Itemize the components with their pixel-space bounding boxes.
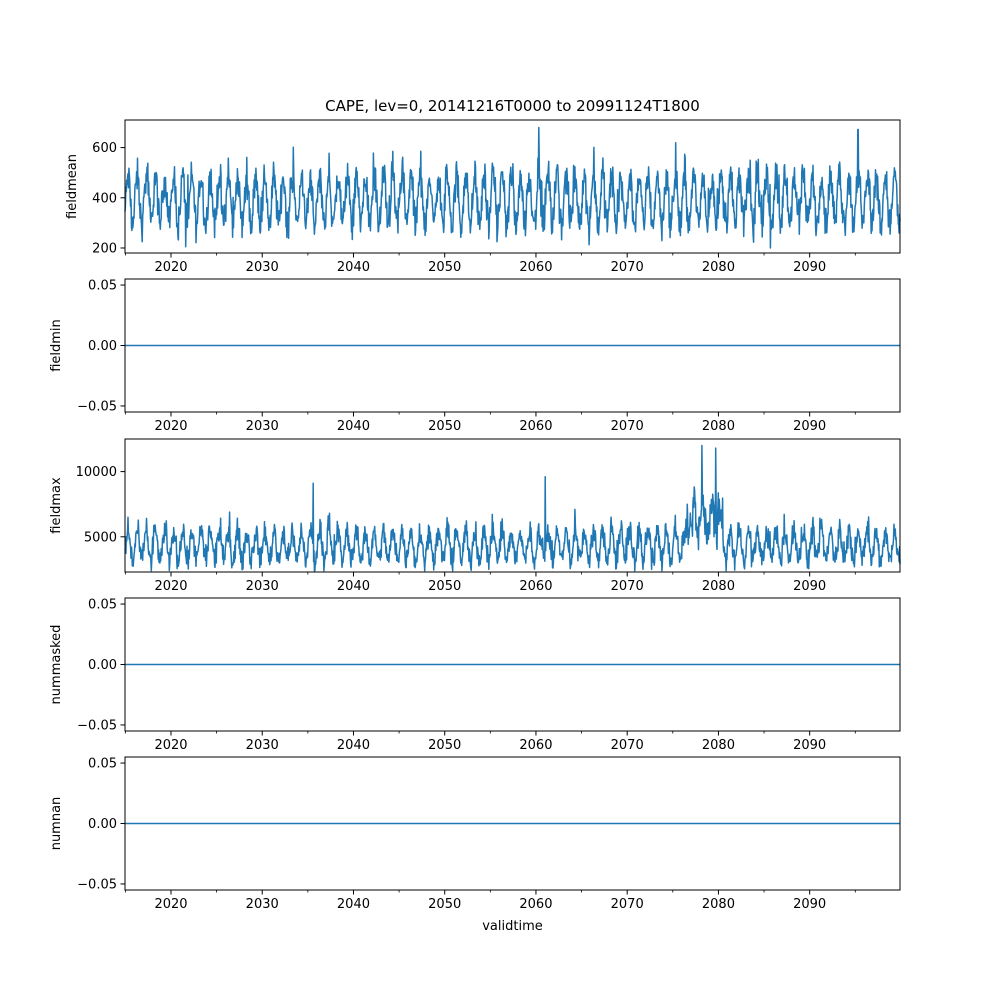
x-tick-label: 2090 bbox=[793, 738, 826, 753]
x-tick-label: 2060 bbox=[519, 738, 552, 753]
y-tick-label: 0.00 bbox=[88, 339, 117, 354]
panel-numnan: 2020 2030 2040 2050 2060 2070 2080 2090 −0.05 0.0… bbox=[49, 756, 901, 912]
x-tick-label: 2090 bbox=[793, 897, 826, 912]
y-tick-label: 0.05 bbox=[88, 598, 117, 613]
x-tick-label: 2040 bbox=[337, 738, 370, 753]
series-line-fieldmax bbox=[124, 444, 901, 572]
y-tick-label: 200 bbox=[92, 241, 117, 256]
x-axis-label: validtime bbox=[482, 919, 543, 934]
x-tick-label: 2020 bbox=[154, 579, 187, 594]
x-tick-label: 2080 bbox=[702, 897, 735, 912]
axes-frame-fieldmean bbox=[124, 119, 901, 254]
x-tick-label: 2030 bbox=[246, 738, 279, 753]
y-tick-label: 0.05 bbox=[88, 757, 117, 772]
panel-fieldmin: 2020 2030 2040 2050 2060 2070 2080 2090 −0.05 0.0… bbox=[49, 278, 901, 434]
x-tick-label: 2050 bbox=[428, 419, 461, 434]
y-axis-label-numnan: numnan bbox=[49, 797, 64, 851]
y-tick-label: 400 bbox=[92, 191, 117, 206]
x-tick-label: 2050 bbox=[428, 579, 461, 594]
x-tick-label: 2030 bbox=[246, 897, 279, 912]
y-axis-label-fieldmin: fieldmin bbox=[49, 319, 64, 372]
y-tick-label: −0.05 bbox=[77, 399, 117, 414]
x-tick-label: 2060 bbox=[519, 579, 552, 594]
x-tick-label: 2070 bbox=[611, 897, 644, 912]
x-tick-label: 2070 bbox=[611, 260, 644, 275]
x-tick-label: 2060 bbox=[519, 897, 552, 912]
x-tick-label: 2040 bbox=[337, 260, 370, 275]
x-tick-label: 2060 bbox=[519, 260, 552, 275]
x-tick-label: 2040 bbox=[337, 579, 370, 594]
x-tick-label: 2020 bbox=[154, 419, 187, 434]
y-axis-label-fieldmean: fieldmean bbox=[65, 154, 80, 219]
x-tick-label: 2080 bbox=[702, 579, 735, 594]
x-tick-label: 2030 bbox=[246, 579, 279, 594]
x-tick-label: 2040 bbox=[337, 419, 370, 434]
x-tick-label: 2050 bbox=[428, 260, 461, 275]
x-tick-label: 2020 bbox=[154, 738, 187, 753]
x-tick-label: 2070 bbox=[611, 579, 644, 594]
y-tick-label: −0.05 bbox=[77, 718, 117, 733]
x-tick-label: 2090 bbox=[793, 260, 826, 275]
panel-fieldmean: 2020 2030 2040 2050 2060 2070 2080 2090 200 400 60… bbox=[65, 119, 901, 275]
y-tick-label: 0.00 bbox=[88, 658, 117, 673]
y-tick-label: 600 bbox=[92, 141, 117, 156]
x-tick-label: 2050 bbox=[428, 897, 461, 912]
y-tick-label: 0.00 bbox=[88, 817, 117, 832]
x-tick-label: 2070 bbox=[611, 419, 644, 434]
figure-title: CAPE, lev=0, 20141216T0000 to 20991124T1… bbox=[325, 97, 700, 115]
panels: 2020 2030 2040 2050 2060 2070 2080 2090 200 400 60… bbox=[49, 119, 901, 912]
series-line-fieldmean bbox=[124, 126, 901, 249]
x-tick-label: 2090 bbox=[793, 419, 826, 434]
x-tick-label: 2020 bbox=[154, 260, 187, 275]
panel-fieldmax: 2020 2030 2040 2050 2060 2070 2080 2090 5000 1000… bbox=[49, 438, 901, 594]
y-tick-label: 0.05 bbox=[88, 279, 117, 294]
x-tick-label: 2080 bbox=[702, 419, 735, 434]
panel-nummasked: 2020 2030 2040 2050 2060 2070 2080 2090 −0.05 0.0… bbox=[49, 597, 901, 753]
y-axis-label-fieldmax: fieldmax bbox=[49, 477, 64, 534]
axes-frame-fieldmax bbox=[124, 438, 901, 573]
y-tick-label: 5000 bbox=[84, 530, 117, 545]
y-axis-label-nummasked: nummasked bbox=[49, 625, 64, 705]
y-tick-label: 10000 bbox=[76, 465, 117, 480]
y-tick-label: −0.05 bbox=[77, 877, 117, 892]
x-tick-label: 2040 bbox=[337, 897, 370, 912]
x-tick-label: 2090 bbox=[793, 579, 826, 594]
x-tick-label: 2030 bbox=[246, 260, 279, 275]
x-tick-label: 2020 bbox=[154, 897, 187, 912]
x-tick-label: 2050 bbox=[428, 738, 461, 753]
x-tick-label: 2060 bbox=[519, 419, 552, 434]
x-tick-label: 2070 bbox=[611, 738, 644, 753]
x-tick-label: 2080 bbox=[702, 738, 735, 753]
x-tick-label: 2030 bbox=[246, 419, 279, 434]
x-tick-label: 2080 bbox=[702, 260, 735, 275]
